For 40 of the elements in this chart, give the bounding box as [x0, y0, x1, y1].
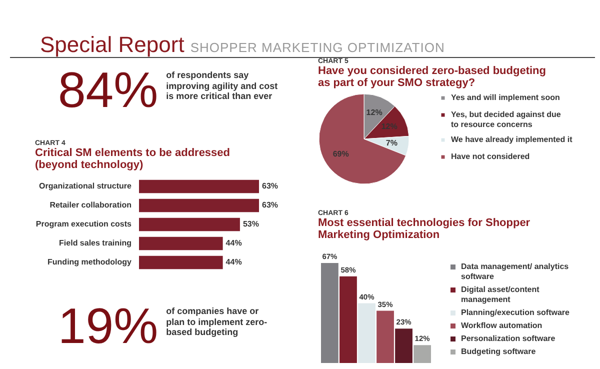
legend-label: Have not considered: [451, 152, 530, 161]
y-tick-label: Funding methodology: [48, 258, 132, 266]
data-label: 63%: [262, 182, 278, 190]
data-label: 53%: [242, 220, 259, 228]
legend-label: Workflow automation: [461, 321, 542, 330]
legend-label: Data management/ analytics software: [461, 262, 570, 281]
data-label: 63%: [262, 200, 278, 210]
data-label: 7%: [386, 138, 398, 148]
bar: [414, 345, 431, 363]
pie-slice: [318, 94, 406, 184]
chart-title: Critical SM elements to be addressed (beyond technology): [35, 147, 232, 171]
data-label: 44%: [226, 258, 242, 266]
y-tick-label: Field sales training: [59, 238, 132, 248]
bar: [395, 328, 412, 363]
legend-label: Digital asset/content management: [461, 285, 540, 304]
chart-title: Most essential technologies for Shopper Marketing Optimization: [318, 217, 532, 241]
text: of respondents say improving agility and cost is more critical than ever: [166, 70, 278, 102]
legend-label: Personalization software: [461, 334, 556, 343]
legend-label: Yes and will implement soon: [451, 93, 560, 102]
data-label: 69%: [332, 150, 349, 159]
y-tick-label: Organizational structure: [39, 182, 132, 190]
text: 19%: [58, 298, 158, 354]
y-tick-label: Retailer collaboration: [50, 200, 132, 210]
legend-label: Yes, but decided against due to resource concerns: [451, 110, 562, 129]
bar: [321, 263, 338, 363]
legend-label: We have already implemented it: [451, 135, 573, 144]
data-label: 12%: [366, 108, 382, 117]
text: of companies have or plan to implement zero-based budgeting: [166, 306, 268, 338]
chart-title: Have you considered zero-based budgeting as part of your SMO strategy?: [318, 65, 547, 89]
legend-label: Planning/execution software: [461, 308, 570, 317]
y-tick-label: Program execution costs: [36, 220, 132, 228]
data-label: 12%: [381, 122, 398, 132]
bar: [358, 303, 376, 363]
text: 84%: [58, 62, 158, 118]
legend-label: Budgeting software: [461, 347, 536, 356]
data-label: 44%: [226, 238, 242, 248]
text: Special Report: [40, 32, 184, 57]
bar: [376, 310, 394, 363]
bar: [340, 276, 357, 363]
text: SHOPPER MARKETING OPTIMIZATION: [190, 40, 445, 55]
